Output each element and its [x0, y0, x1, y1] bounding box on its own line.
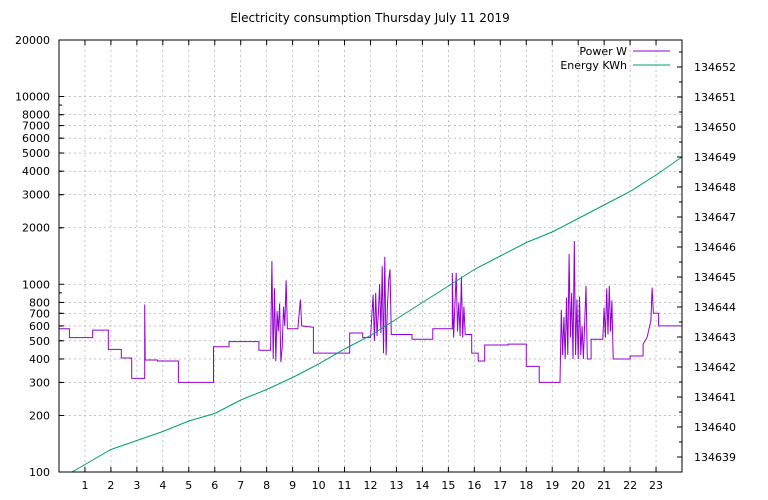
series-layer [59, 156, 683, 473]
tick-x-label: 1 [81, 479, 88, 492]
tick-y-left-label: 10000 [15, 91, 50, 104]
legend-label-power: Power W [579, 45, 627, 58]
tick-y-right-label: 134643 [694, 331, 736, 344]
tick-y-right-label: 134647 [694, 211, 736, 224]
tick-x-label: 6 [211, 479, 218, 492]
legend: Power W Energy KWh [560, 45, 670, 72]
tick-y-left-label: 2000 [22, 222, 50, 235]
tick-x-label: 4 [159, 479, 166, 492]
tick-y-left-label: 600 [29, 320, 50, 333]
tick-y-left-label: 200 [29, 409, 50, 422]
tick-y-left-label: 8000 [22, 109, 50, 122]
tick-x-label: 2 [107, 479, 114, 492]
tick-y-right-label: 134652 [694, 61, 736, 74]
tick-x-label: 8 [263, 479, 270, 492]
tick-y-left-label: 400 [29, 353, 50, 366]
tick-y-right-label: 134646 [694, 241, 736, 254]
tick-y-left-label: 300 [29, 376, 50, 389]
tick-y-right-label: 134642 [694, 361, 736, 374]
series-line-energy [71, 156, 683, 473]
tick-x-label: 11 [338, 479, 352, 492]
tick-x-label: 9 [289, 479, 296, 492]
tick-y-right-label: 134640 [694, 421, 736, 434]
ticks: 1 2 3 4 5 6 7 8 9 10 11 12 13 14 15 16 17 18 19 20 21 22 23100… [15, 34, 736, 492]
tick-y-left-label: 7000 [22, 120, 50, 133]
tick-x-label: 20 [571, 479, 585, 492]
tick-x-label: 5 [185, 479, 192, 492]
tick-y-right-label: 134650 [694, 121, 736, 134]
grid [59, 39, 682, 473]
tick-y-left-label: 800 [29, 296, 50, 309]
tick-x-label: 23 [649, 479, 663, 492]
tick-y-left-label: 500 [29, 335, 50, 348]
tick-y-right-label: 134649 [694, 151, 736, 164]
tick-x-label: 10 [312, 479, 326, 492]
tick-y-left-label: 700 [29, 307, 50, 320]
tick-y-right-label: 134641 [694, 391, 736, 404]
tick-x-label: 12 [364, 479, 378, 492]
tick-y-left-label: 3000 [22, 189, 50, 202]
tick-x-label: 14 [415, 479, 429, 492]
tick-y-right-label: 134639 [694, 451, 736, 464]
tick-x-label: 15 [441, 479, 455, 492]
tick-y-right-label: 134645 [694, 271, 736, 284]
tick-y-left-label: 4000 [22, 165, 50, 178]
tick-y-left-label: 20000 [15, 34, 50, 47]
tick-x-label: 7 [237, 479, 244, 492]
series-line-power [59, 240, 682, 383]
tick-x-label: 17 [493, 479, 507, 492]
tick-y-left-label: 1000 [22, 278, 50, 291]
tick-x-label: 19 [545, 479, 559, 492]
tick-x-label: 16 [467, 479, 481, 492]
tick-y-left-label: 5000 [22, 147, 50, 160]
tick-x-label: 18 [519, 479, 533, 492]
legend-label-energy: Energy KWh [560, 59, 627, 72]
tick-y-left-label: 6000 [22, 132, 50, 145]
tick-x-label: 22 [623, 479, 637, 492]
tick-y-right-label: 134651 [694, 91, 736, 104]
tick-x-label: 3 [133, 479, 140, 492]
tick-y-right-label: 134644 [694, 301, 736, 314]
tick-y-left-label: 100 [29, 466, 50, 479]
tick-x-label: 13 [389, 479, 403, 492]
tick-y-right-label: 134648 [694, 181, 736, 194]
tick-x-label: 21 [597, 479, 611, 492]
chart-title: Electricity consumption Thursday July 11… [230, 11, 510, 25]
